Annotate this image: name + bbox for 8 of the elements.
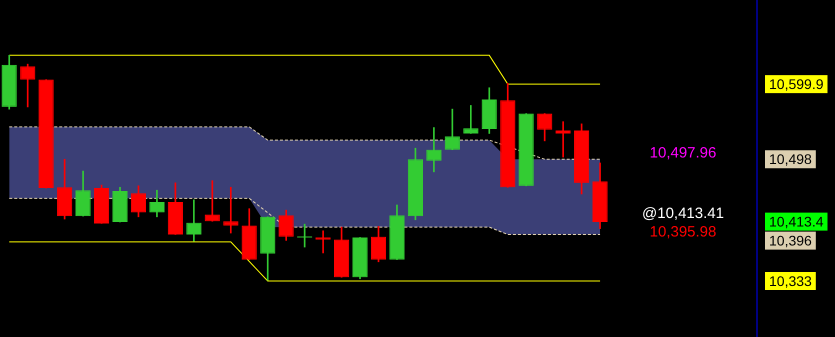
y-tick-label: 10,599.9 xyxy=(769,76,824,92)
y-tick-label: 10,396 xyxy=(769,232,812,249)
y-tick-label: 10,333 xyxy=(769,272,812,289)
annotation: 10,395.98 xyxy=(650,224,716,241)
annotation: 10,497.96 xyxy=(650,144,716,162)
annotation: @10,413.41 xyxy=(642,205,724,222)
y-tick-label: 10,498 xyxy=(769,151,812,168)
y-tick-label: 10,413.4 xyxy=(769,214,824,230)
